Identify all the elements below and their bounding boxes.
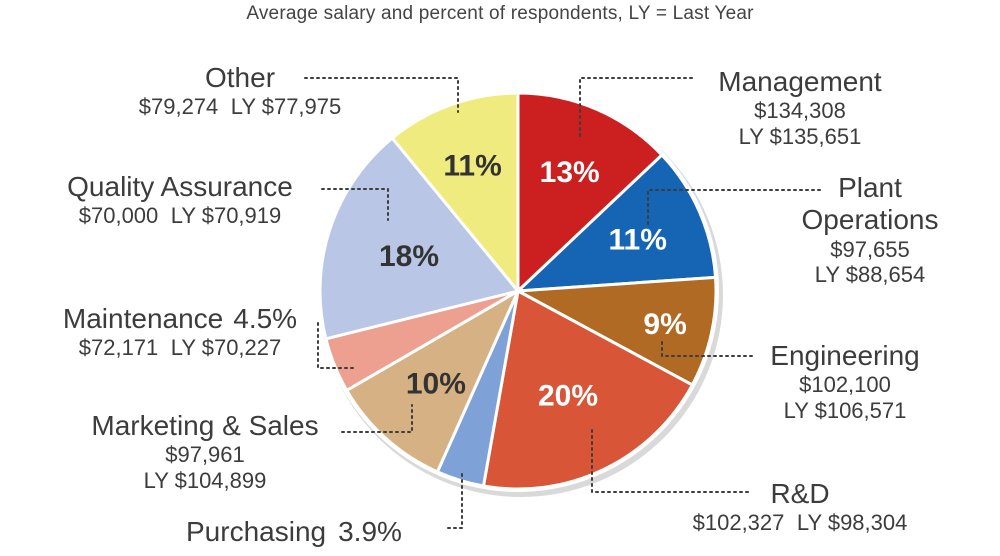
label-other-salary: $79,274 xyxy=(138,94,219,120)
pct-label-marketing-and-sales: 10% xyxy=(406,367,466,400)
label-plant-name-line1: Plant xyxy=(838,172,902,203)
label-management-salary: $134,308 xyxy=(754,98,846,124)
slice-engineering xyxy=(516,275,718,387)
label-rd-salary: $102,327 xyxy=(692,510,785,536)
label-maintenance-pct: 4.5% xyxy=(233,303,298,334)
label-maintenance: Maintenance 4.5% $72,171 LY $70,227 xyxy=(30,303,330,361)
label-rd-ly: LY $98,304 xyxy=(796,510,908,536)
leader-line-quality-assurance xyxy=(321,188,389,221)
pct-label-other: 11% xyxy=(443,149,501,182)
label-management-name: Management xyxy=(718,66,882,97)
label-purchasing: Purchasing 3.9% xyxy=(186,516,402,548)
chart-title: Average salary and percent of respondent… xyxy=(246,3,754,24)
pct-label-quality-assurance: 18% xyxy=(379,240,439,273)
label-plant-ly: LY $88,654 xyxy=(814,262,926,288)
leader-line-engineering xyxy=(661,339,753,357)
slice-plant-operations xyxy=(516,153,718,293)
label-plant-salary: $97,655 xyxy=(830,236,910,262)
slice-marketing-and-sales xyxy=(345,289,520,474)
label-rd-name: R&D xyxy=(770,478,830,509)
slice-randd xyxy=(481,289,694,491)
label-engineering-name: Engineering xyxy=(770,340,920,371)
label-rd: R&D $102,327 LY $98,304 xyxy=(660,478,940,536)
label-marketing-ly: LY $104,899 xyxy=(143,467,267,493)
label-marketing-salary: $97,961 xyxy=(165,442,245,468)
label-management: Management $134,308 LY $135,651 xyxy=(700,66,900,150)
leader-line-other xyxy=(304,77,459,113)
label-maintenance-ly: LY $70,227 xyxy=(170,335,282,361)
leader-line-maintenance xyxy=(317,322,357,369)
label-plant-operations: Plant Operations $97,655 LY $88,654 xyxy=(770,172,970,288)
label-other-name: Other xyxy=(204,62,276,93)
label-other: Other $79,274 LY $77,975 xyxy=(100,62,380,120)
label-engineering: Engineering $102,100 LY $106,571 xyxy=(750,340,940,424)
label-qa-salary: $70,000 xyxy=(78,203,159,229)
label-maintenance-name: Maintenance xyxy=(62,303,224,334)
slice-management xyxy=(516,91,664,293)
leader-line-marketing-sales xyxy=(341,404,413,433)
label-purchasing-name: Purchasing xyxy=(186,516,327,547)
pct-label-randd: 20% xyxy=(538,379,598,412)
label-purchasing-pct: 3.9% xyxy=(338,516,402,547)
label-engineering-ly: LY $106,571 xyxy=(783,397,907,423)
label-maintenance-salary: $72,171 xyxy=(78,335,159,361)
label-marketing-name: Marketing & Sales xyxy=(91,410,319,441)
label-qa-name: Quality Assurance xyxy=(67,171,293,202)
pct-label-plant-operations: 11% xyxy=(609,224,667,257)
label-plant-name-line2: Operations xyxy=(801,204,939,236)
leader-line-management xyxy=(579,77,693,141)
label-marketing-sales: Marketing & Sales $97,961 LY $104,899 xyxy=(60,410,350,494)
label-management-ly: LY $135,651 xyxy=(738,123,862,149)
label-engineering-salary: $102,100 xyxy=(799,372,891,398)
leader-line-purchasing xyxy=(447,469,463,529)
label-quality-assurance: Quality Assurance $70,000 LY $70,919 xyxy=(30,171,330,229)
leader-line-rd xyxy=(591,429,749,493)
pct-label-management: 13% xyxy=(540,156,600,189)
pct-label-engineering: 9% xyxy=(643,308,686,341)
slice-other xyxy=(390,91,520,293)
label-other-ly: LY $77,975 xyxy=(230,94,342,120)
label-qa-ly: LY $70,919 xyxy=(170,203,282,229)
